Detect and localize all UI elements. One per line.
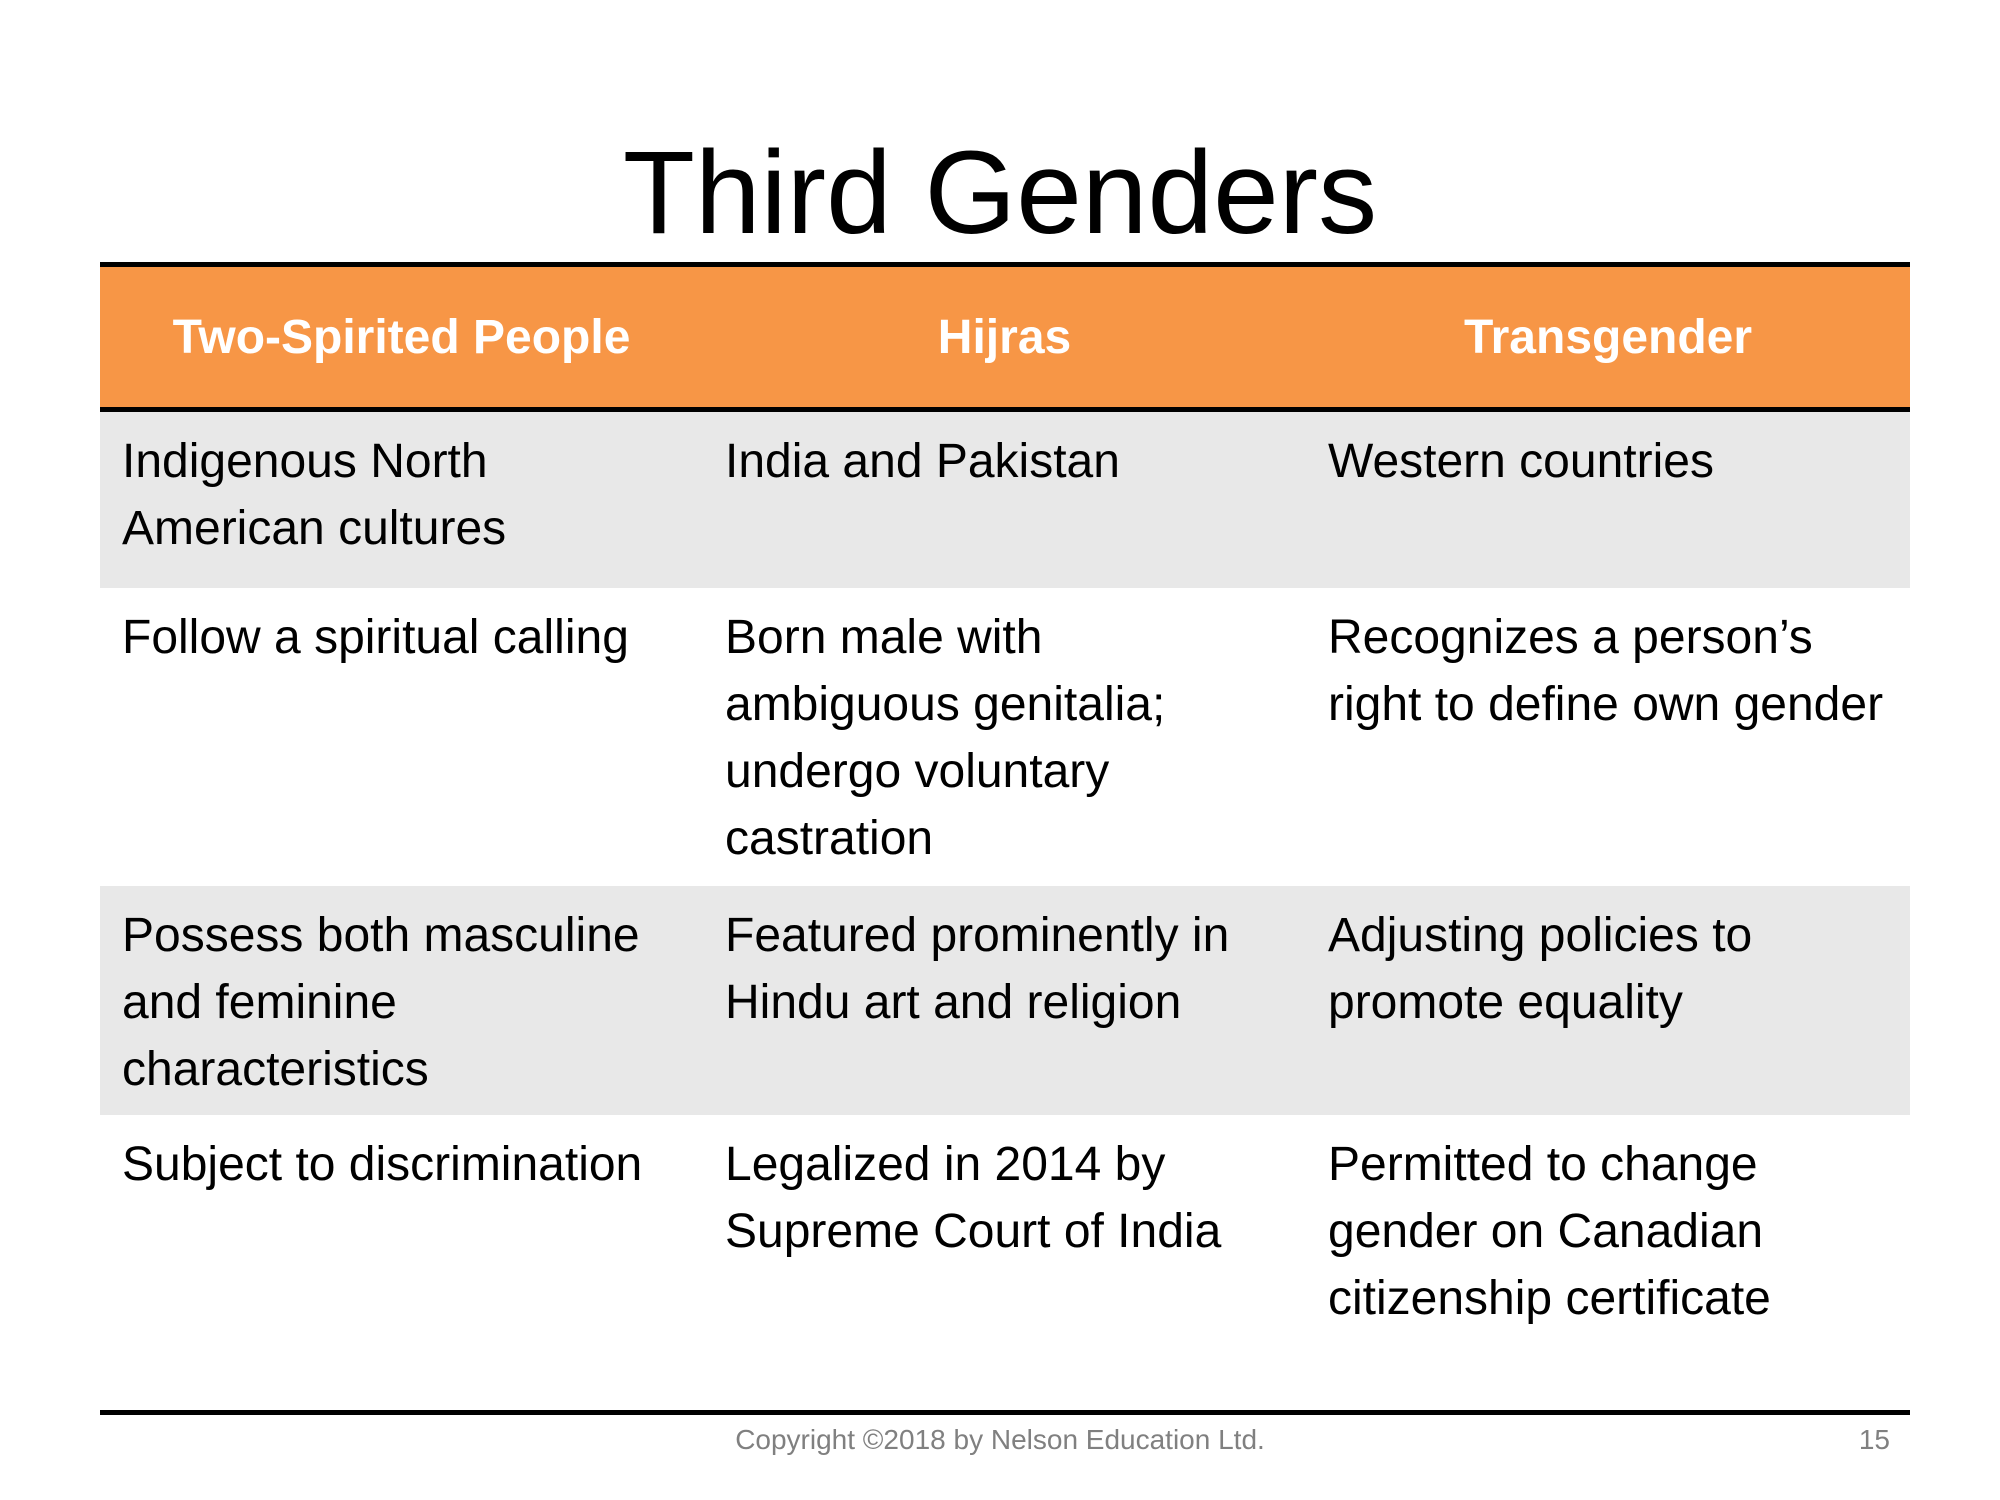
table-cell: India and Pakistan [703, 409, 1306, 588]
column-header-transgender: Transgender [1306, 267, 1910, 412]
slide-title: Third Genders [622, 127, 1378, 259]
table-row: Possess both masculine and feminine char… [100, 886, 1910, 1115]
column-header-hijras: Hijras [703, 267, 1306, 412]
third-genders-table: Two-Spirited People Hijras Transgender I… [100, 262, 1910, 1383]
table-cell: Born male with ambiguous genitalia; unde… [703, 588, 1306, 886]
copyright-notice: Copyright ©2018 by Nelson Education Ltd. [735, 1424, 1265, 1455]
table-cell: Legalized in 2014 by Supreme Court of In… [703, 1115, 1306, 1383]
table-cell: Recognizes a person’s right to define ow… [1306, 588, 1910, 886]
table-row: Follow a spiritual calling Born male wit… [100, 588, 1910, 886]
table-cell: Featured prominently in Hindu art and re… [703, 886, 1306, 1115]
table-cell: Possess both masculine and feminine char… [100, 886, 703, 1115]
table-cell: Western countries [1306, 409, 1910, 588]
comparison-table: Two-Spirited People Hijras Transgender I… [100, 267, 1910, 1383]
table-cell: Permitted to change gender on Canadian c… [1306, 1115, 1910, 1383]
table-row: Indigenous North American cultures India… [100, 409, 1910, 588]
column-header-two-spirited: Two-Spirited People [100, 267, 703, 412]
table-header-row: Two-Spirited People Hijras Transgender [100, 267, 1910, 412]
page-number: 15 [1858, 1424, 1890, 1455]
table-cell: Subject to discrimination [100, 1115, 703, 1383]
table-cell: Follow a spiritual calling [100, 588, 703, 886]
footer-divider [100, 1410, 1910, 1415]
table-cell: Indigenous North American cultures [100, 409, 703, 588]
table-cell: Adjusting policies to promote equality [1306, 886, 1910, 1115]
table-row: Subject to discrimination Legalized in 2… [100, 1115, 1910, 1383]
